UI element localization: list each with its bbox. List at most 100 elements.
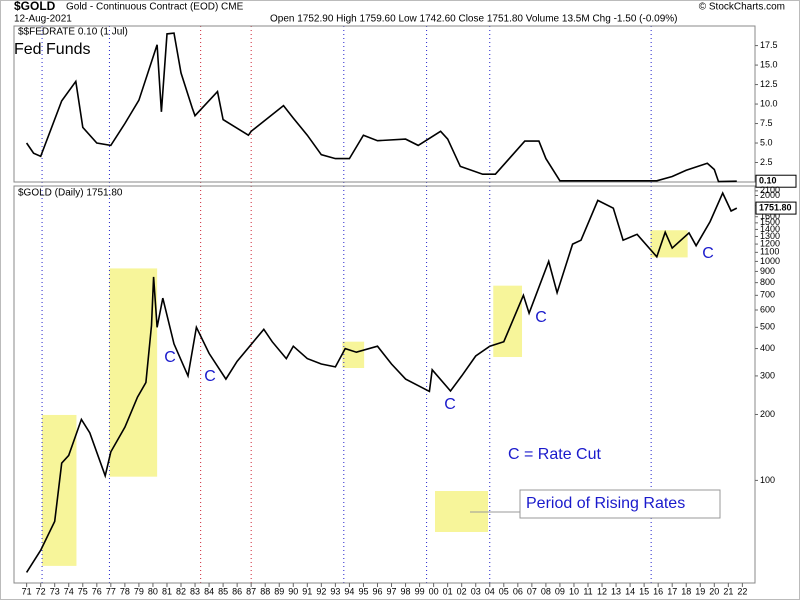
- x-tick-label: 72: [36, 586, 46, 596]
- y-tick-label: 1500: [760, 217, 780, 227]
- x-tick-label: 22: [737, 586, 747, 596]
- panel-title: $$FEDRATE 0.10 (1 Jul): [18, 27, 128, 38]
- y-tick-label: 1300: [760, 231, 780, 241]
- panel-label: Fed Funds: [14, 41, 90, 58]
- x-tick-label: 14: [625, 586, 635, 596]
- last-value-label: 1751.80: [759, 202, 792, 212]
- x-tick-label: 73: [50, 586, 60, 596]
- x-tick-label: 92: [316, 586, 326, 596]
- y-tick-label: 1000: [760, 256, 780, 266]
- annotation: C: [444, 396, 456, 413]
- y-tick-label: 800: [760, 277, 775, 287]
- x-tick-label: 04: [485, 586, 495, 596]
- symbol-name: Gold - Continuous Contract (EOD) CME: [66, 2, 244, 13]
- x-tick-label: 21: [723, 586, 733, 596]
- y-tick-label: 600: [760, 304, 775, 314]
- x-tick-label: 82: [176, 586, 186, 596]
- legend-text: C = Rate Cut: [508, 446, 601, 463]
- x-tick-label: 95: [358, 586, 368, 596]
- x-tick-label: 76: [92, 586, 102, 596]
- y-tick-label: 5.0: [760, 137, 773, 147]
- y-tick-label: 15.0: [760, 59, 778, 69]
- x-tick-label: 81: [162, 586, 172, 596]
- x-tick-label: 80: [148, 586, 158, 596]
- x-tick-label: 98: [401, 586, 411, 596]
- panel-title: $GOLD (Daily) 1751.80: [18, 188, 123, 199]
- x-tick-label: 74: [64, 586, 74, 596]
- panel-bottom: [13, 185, 756, 584]
- x-tick-label: 91: [302, 586, 312, 596]
- y-tick-label: 1600: [760, 211, 780, 221]
- x-tick-label: 99: [415, 586, 425, 596]
- x-tick-label: 09: [555, 586, 565, 596]
- series-line: [25, 191, 738, 573]
- x-tick-label: 00: [429, 586, 439, 596]
- x-tick-label: 12: [597, 586, 607, 596]
- shaded-period: [342, 341, 365, 369]
- x-tick-label: 86: [232, 586, 242, 596]
- x-tick-label: 02: [457, 586, 467, 596]
- x-tick-label: 10: [569, 586, 579, 596]
- shaded-period: [42, 414, 77, 566]
- series-line: [25, 32, 737, 183]
- x-tick-label: 06: [513, 586, 523, 596]
- x-tick-label: 94: [344, 586, 354, 596]
- symbol: $GOLD: [14, 0, 56, 13]
- credit: © StockCharts.com: [699, 2, 785, 13]
- x-tick-label: 83: [190, 586, 200, 596]
- y-tick-label: 300: [760, 370, 775, 380]
- x-tick-label: 89: [274, 586, 284, 596]
- x-tick-label: 79: [134, 586, 144, 596]
- x-tick-label: 84: [204, 586, 214, 596]
- x-tick-label: 20: [709, 586, 719, 596]
- x-tick-label: 77: [106, 586, 116, 596]
- legend-text: Period of Rising Rates: [526, 495, 685, 512]
- y-tick-label: 7.5: [760, 118, 773, 128]
- shaded-period: [650, 230, 688, 258]
- x-tick-label: 11: [583, 586, 592, 596]
- quote: Open 1752.90 High 1759.60 Low 1742.60 Cl…: [270, 14, 678, 25]
- y-tick-label: 1100: [760, 247, 779, 257]
- y-tick-label: 400: [760, 343, 775, 353]
- annotation: C: [164, 349, 176, 366]
- x-tick-label: 71: [22, 586, 32, 596]
- date: 12-Aug-2021: [14, 14, 72, 25]
- y-tick-label: 200: [760, 409, 775, 419]
- x-tick-label: 07: [527, 586, 537, 596]
- x-tick-label: 88: [260, 586, 270, 596]
- last-value-box: [755, 174, 797, 188]
- y-tick-label: 500: [760, 322, 775, 332]
- y-tick-label: 10.0: [760, 98, 778, 108]
- x-tick-label: 01: [443, 586, 453, 596]
- x-tick-label: 90: [288, 586, 298, 596]
- y-tick-label: 1200: [760, 238, 780, 248]
- x-tick-label: 19: [695, 586, 705, 596]
- x-tick-label: 03: [471, 586, 481, 596]
- x-tick-label: 78: [120, 586, 130, 596]
- y-tick-label: 1400: [760, 224, 780, 234]
- x-tick-label: 97: [387, 586, 397, 596]
- x-tick-label: 96: [372, 586, 382, 596]
- legend-box: [519, 489, 721, 519]
- annotation: C: [535, 309, 547, 326]
- y-tick-label: 100: [760, 475, 775, 485]
- shaded-period: [493, 285, 523, 358]
- x-tick-label: 87: [246, 586, 256, 596]
- x-tick-label: 85: [218, 586, 228, 596]
- x-tick-label: 17: [667, 586, 677, 596]
- y-tick-label: 700: [760, 290, 775, 300]
- y-tick-label: 2100: [760, 185, 780, 195]
- last-value-label: 0.10: [759, 176, 777, 186]
- y-tick-label: 17.5: [760, 40, 778, 50]
- x-tick-label: 18: [681, 586, 691, 596]
- y-tick-label: 2.5: [760, 157, 773, 167]
- x-tick-label: 05: [499, 586, 509, 596]
- x-tick-label: 93: [330, 586, 340, 596]
- x-tick-label: 13: [611, 586, 621, 596]
- x-tick-label: 08: [541, 586, 551, 596]
- last-value-box: [755, 201, 797, 215]
- y-tick-label: 900: [760, 266, 775, 276]
- shaded-period: [109, 268, 158, 477]
- x-tick-label: 15: [639, 586, 649, 596]
